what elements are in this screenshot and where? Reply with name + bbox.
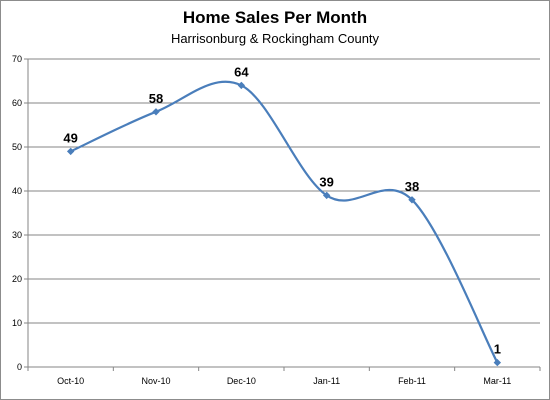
- y-tick-label: 40: [12, 186, 22, 196]
- axes: [24, 58, 541, 371]
- data-points: [66, 81, 502, 367]
- data-point: [408, 196, 416, 204]
- x-tick-label: Oct-10: [57, 376, 84, 386]
- y-tick-label: 50: [12, 142, 22, 152]
- y-tick-label: 60: [12, 98, 22, 108]
- data-point: [237, 81, 246, 90]
- x-tick-label: Jan-11: [313, 376, 340, 386]
- series-line: [70, 80, 499, 364]
- data-point: [322, 191, 331, 200]
- data-point: [152, 108, 160, 116]
- chart-subtitle: Harrisonburg & Rockingham County: [170, 31, 380, 46]
- y-axis-ticks: 0 10 20 30 40 50 60 70: [12, 54, 22, 372]
- data-label: 38: [405, 179, 419, 194]
- y-tick-label: 10: [12, 318, 22, 328]
- y-tick-label: 30: [12, 230, 22, 240]
- chart-title: Home Sales Per Month: [182, 8, 368, 27]
- x-tick-label: Dec-10: [227, 376, 256, 386]
- data-labels: 49 58 64 39 38 1: [63, 64, 501, 356]
- x-tick-label: Mar-11: [483, 376, 511, 386]
- data-point: [493, 358, 502, 367]
- data-label: 39: [319, 174, 333, 189]
- y-tick-label: 70: [12, 54, 22, 64]
- x-tick-label: Feb-11: [398, 376, 426, 386]
- y-tick-label: 0: [17, 362, 22, 372]
- data-label: 1: [494, 342, 501, 357]
- y-tick-label: 20: [12, 274, 22, 284]
- gridlines: [28, 58, 540, 324]
- x-axis-ticks: Oct-10 Nov-10 Dec-10 Jan-11 Feb-11 Mar-11: [57, 376, 511, 386]
- data-label: 49: [63, 130, 77, 145]
- x-tick-label: Nov-10: [141, 376, 170, 386]
- data-label: 58: [149, 91, 163, 106]
- data-point: [66, 147, 75, 156]
- series-group: [70, 80, 499, 364]
- data-label: 64: [234, 64, 249, 79]
